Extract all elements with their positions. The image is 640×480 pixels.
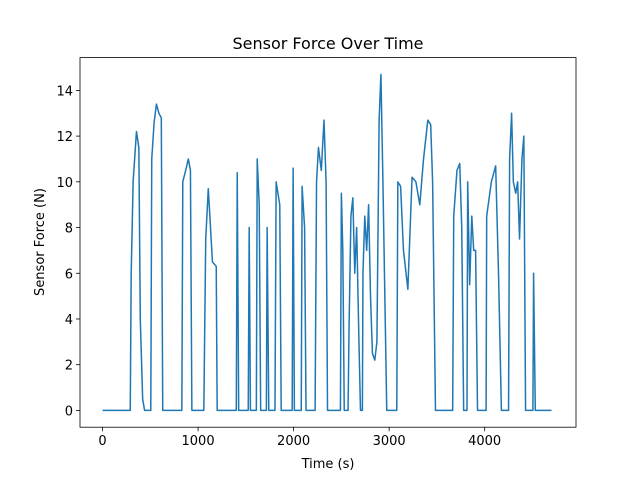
x-tick-label: 4000 [468,434,501,449]
y-tick-label: 6 [65,267,73,282]
x-tick-label: 2000 [277,434,310,449]
y-tick-label: 2 [65,359,73,374]
x-tick-label: 3000 [373,434,406,449]
y-tick-label: 8 [65,222,73,237]
x-axis-label: Time (s) [301,457,355,472]
y-tick-label: 10 [56,176,73,191]
plot-frame [79,57,577,428]
x-tick-label: 1000 [182,434,215,449]
data-line [102,73,552,412]
y-tick-label: 12 [56,130,73,145]
y-tick-label: 4 [65,313,73,328]
x-tick-label: 0 [98,434,106,449]
chart-title: Sensor Force Over Time [232,34,423,53]
y-tick-label: 0 [65,404,73,419]
y-axis-label: Sensor Force (N) [33,188,48,296]
y-tick-label: 14 [56,84,73,99]
